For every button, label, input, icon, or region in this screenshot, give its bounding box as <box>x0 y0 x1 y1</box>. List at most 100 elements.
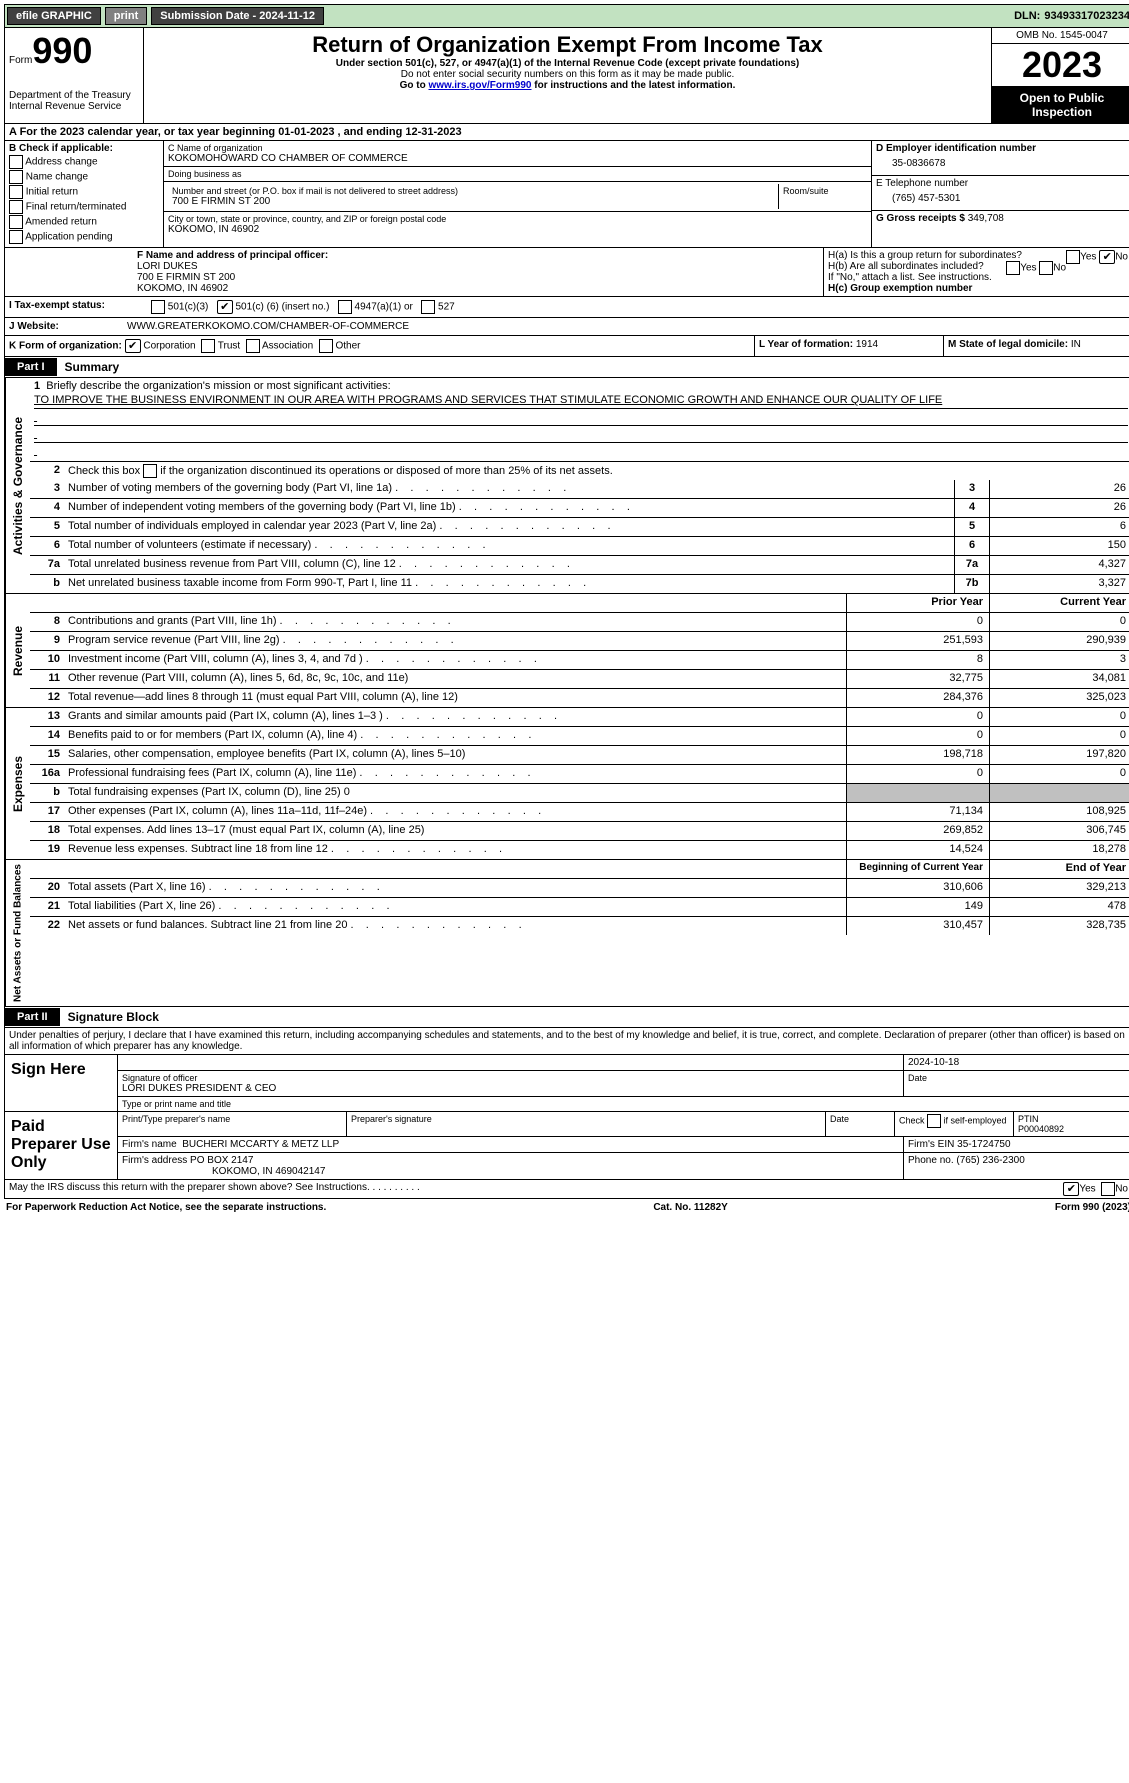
check-501c[interactable] <box>217 300 233 314</box>
checkbox-initial-return[interactable] <box>9 185 23 199</box>
officer-name: LORI DUKES PRESIDENT & CEO <box>122 1083 899 1094</box>
org-name: KOKOMOHOWARD CO CHAMBER OF COMMERCE <box>168 153 867 164</box>
l11-curr: 34,081 <box>989 670 1129 688</box>
l12-prior: 284,376 <box>846 689 989 707</box>
tax-year: 2023 <box>992 44 1129 87</box>
footer-right: Form 990 (2023) <box>1055 1202 1129 1213</box>
discuss-yes[interactable] <box>1063 1182 1079 1196</box>
check-corp[interactable] <box>125 339 141 353</box>
street-value: 700 E FIRMIN ST 200 <box>172 196 774 207</box>
self-employed-label: Check if self-employed <box>894 1112 1013 1136</box>
section-fh: F Name and address of principal officer:… <box>4 248 1129 297</box>
hb-yes[interactable] <box>1006 261 1020 275</box>
l10-prior: 8 <box>846 651 989 669</box>
part2-header: Part II Signature Block <box>4 1007 1129 1028</box>
self-emp-checkbox[interactable] <box>927 1114 941 1128</box>
hdr-curr: Current Year <box>989 594 1129 612</box>
checkbox-name-change[interactable] <box>9 170 23 184</box>
firm-addr1: PO BOX 2147 <box>190 1155 253 1166</box>
l13-curr: 0 <box>989 708 1129 726</box>
l2-checkbox[interactable] <box>143 464 157 478</box>
hdr-beginning: Beginning of Current Year <box>846 860 989 878</box>
ha-yes[interactable] <box>1066 250 1080 264</box>
efile-graphic-button[interactable]: efile GRAPHIC <box>7 7 101 25</box>
check-trust[interactable] <box>201 339 215 353</box>
checkbox-final-return[interactable] <box>9 200 23 214</box>
hc-label: H(c) Group exemption number <box>828 283 972 294</box>
room-label: Room/suite <box>783 186 863 196</box>
l11-prior: 32,775 <box>846 670 989 688</box>
firm-ein: 35-1724750 <box>957 1139 1010 1150</box>
section-bcd: B Check if applicable: Address change Na… <box>4 141 1129 248</box>
subdate-label: Submission Date - <box>160 10 259 22</box>
l7a-text: Total unrelated business revenue from Pa… <box>64 556 954 574</box>
form-subtitle-2: Do not enter social security numbers on … <box>148 69 987 80</box>
page-footer: For Paperwork Reduction Act Notice, see … <box>4 1199 1129 1216</box>
l6-value: 150 <box>989 537 1129 555</box>
l4-value: 26 <box>989 499 1129 517</box>
hb-note: If "No," attach a list. See instructions… <box>828 272 1128 283</box>
dln-value: 93493317023234 <box>1044 10 1129 22</box>
checkbox-amended[interactable] <box>9 215 23 229</box>
footer-left: For Paperwork Reduction Act Notice, see … <box>6 1202 326 1213</box>
submission-date-button[interactable]: Submission Date - 2024-11-12 <box>151 7 324 25</box>
check-501c3[interactable] <box>151 300 165 314</box>
l8-prior: 0 <box>846 613 989 631</box>
l7b-value: 3,327 <box>989 575 1129 593</box>
date-label: Date <box>903 1071 1129 1096</box>
city-label: City or town, state or province, country… <box>168 214 867 224</box>
l1-label: Briefly describe the organization's miss… <box>46 380 390 392</box>
irs-link[interactable]: www.irs.gov/Form990 <box>428 80 531 91</box>
paid-preparer-block: Paid Preparer Use Only Print/Type prepar… <box>4 1112 1129 1180</box>
check-527[interactable] <box>421 300 435 314</box>
l14-text: Benefits paid to or for members (Part IX… <box>64 727 846 745</box>
l16b-text: Total fundraising expenses (Part IX, col… <box>64 784 846 802</box>
hdr-prior: Prior Year <box>846 594 989 612</box>
form-subtitle-3: Go to www.irs.gov/Form990 for instructio… <box>148 80 987 91</box>
section-b-label: B Check if applicable: <box>9 143 113 154</box>
l20-end: 329,213 <box>989 879 1129 897</box>
discuss-row: May the IRS discuss this return with the… <box>4 1180 1129 1199</box>
l21-text: Total liabilities (Part X, line 26) <box>64 898 846 916</box>
hb-no[interactable] <box>1039 261 1053 275</box>
ha-no[interactable] <box>1099 250 1115 264</box>
principal-label: F Name and address of principal officer: <box>137 250 328 261</box>
website-value: WWW.GREATERKOKOMO.COM/CHAMBER-OF-COMMERC… <box>123 318 1129 335</box>
tab-activities-governance: Activities & Governance <box>5 378 30 593</box>
section-j: J Website: WWW.GREATERKOKOMO.COM/CHAMBER… <box>4 318 1129 336</box>
firm-phone-label: Phone no. <box>908 1155 956 1166</box>
prep-date-label: Date <box>825 1112 894 1136</box>
firm-ein-label: Firm's EIN <box>908 1139 957 1150</box>
part1-header: Part I Summary <box>4 357 1129 378</box>
l18-curr: 306,745 <box>989 822 1129 840</box>
section-f: F Name and address of principal officer:… <box>133 248 823 296</box>
check-assoc[interactable] <box>246 339 260 353</box>
principal-addr2: KOKOMO, IN 46902 <box>137 283 228 294</box>
revenue-block: Revenue Prior YearCurrent Year 8Contribu… <box>4 594 1129 708</box>
l20-beg: 310,606 <box>846 879 989 897</box>
l17-text: Other expenses (Part IX, column (A), lin… <box>64 803 846 821</box>
print-button[interactable]: print <box>105 7 147 25</box>
prep-sig-label: Preparer's signature <box>346 1112 825 1136</box>
mission-text: TO IMPROVE THE BUSINESS ENVIRONMENT IN O… <box>34 394 1128 409</box>
check-4947[interactable] <box>338 300 352 314</box>
tab-revenue: Revenue <box>5 594 30 707</box>
checkbox-address-change[interactable] <box>9 155 23 169</box>
i-label: I Tax-exempt status: <box>9 300 105 311</box>
check-other[interactable] <box>319 339 333 353</box>
sign-here-block: Sign Here 2024-10-18 Signature of office… <box>4 1055 1129 1112</box>
l-label: L Year of formation: <box>759 339 856 350</box>
sign-date: 2024-10-18 <box>903 1055 1129 1070</box>
l22-text: Net assets or fund balances. Subtract li… <box>64 917 846 935</box>
l3-text: Number of voting members of the governin… <box>64 480 954 498</box>
part2-tab: Part II <box>5 1008 60 1026</box>
l19-curr: 18,278 <box>989 841 1129 859</box>
l14-prior: 0 <box>846 727 989 745</box>
discuss-no[interactable] <box>1101 1182 1115 1196</box>
form-subtitle-1: Under section 501(c), 527, or 4947(a)(1)… <box>148 58 987 69</box>
l20-text: Total assets (Part X, line 16) <box>64 879 846 897</box>
ein-value: 35-0836678 <box>876 154 1128 173</box>
l16a-curr: 0 <box>989 765 1129 783</box>
activities-governance-block: Activities & Governance 1 Briefly descri… <box>4 378 1129 594</box>
checkbox-app-pending[interactable] <box>9 230 23 244</box>
